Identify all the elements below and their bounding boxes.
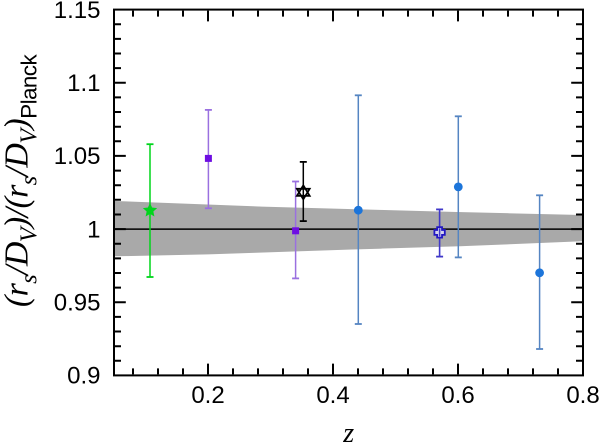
svg-text:z: z (342, 418, 354, 443)
svg-text:0.6: 0.6 (441, 382, 474, 409)
svg-text:0.8: 0.8 (566, 382, 599, 409)
svg-text:0.2: 0.2 (191, 382, 224, 409)
svg-text:1.1: 1.1 (67, 70, 100, 97)
svg-text:1.05: 1.05 (54, 143, 101, 170)
svg-text:0.4: 0.4 (316, 382, 349, 409)
svg-text:1.15: 1.15 (54, 0, 101, 24)
svg-text:1: 1 (87, 216, 100, 243)
svg-text:0.9: 0.9 (67, 363, 100, 390)
svg-text:(rs/DV)/(rs/DV)Planck: (rs/DV)/(rs/DV)Planck (0, 54, 43, 308)
svg-text:0.95: 0.95 (54, 290, 101, 317)
